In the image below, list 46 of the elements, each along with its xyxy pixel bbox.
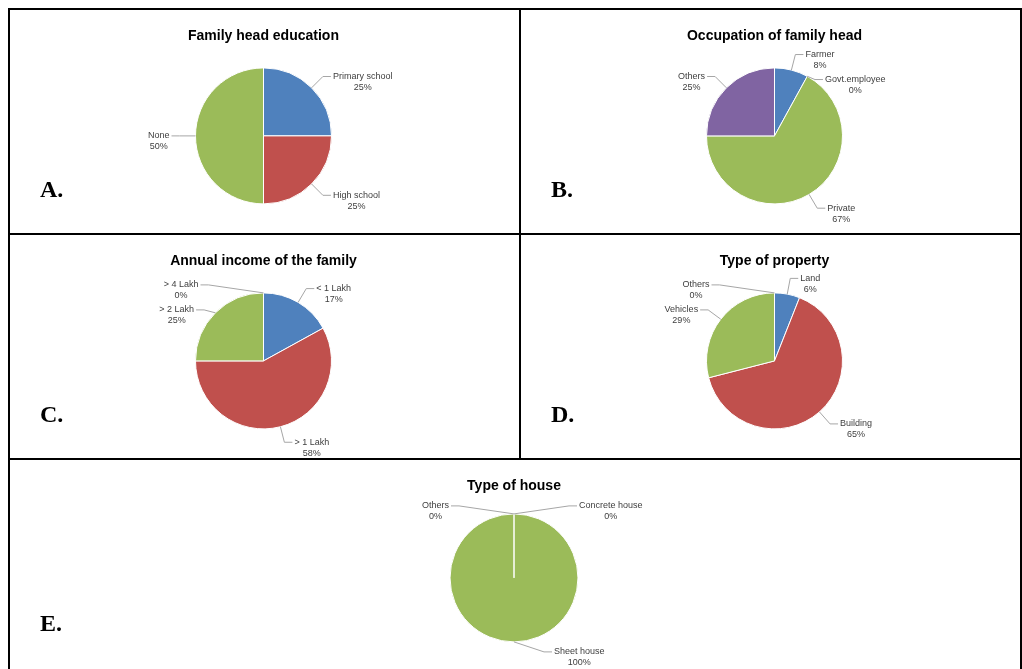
data-label: 50% (149, 141, 168, 152)
text: 0% (848, 85, 862, 96)
slice-label: Land (800, 272, 821, 283)
slice-label: > 1 Lakh (294, 436, 330, 447)
data-label: 25% (167, 315, 186, 326)
text: A. (40, 176, 64, 203)
slice-label: > 2 Lakh (159, 304, 195, 315)
data-label: 100% (567, 657, 591, 668)
data-label: 29% (672, 315, 691, 326)
slice-label: High school (332, 189, 380, 200)
category-label: Concrete house (579, 500, 643, 511)
text: 0% (604, 511, 618, 522)
chart-title: Type of house (467, 477, 562, 494)
data-label: 17% (324, 294, 343, 305)
category-label: Others (421, 500, 450, 511)
data-label: 65% (847, 429, 866, 440)
data-label: 58% (302, 447, 321, 458)
slice-label: Vehicles (664, 304, 699, 315)
text: C. (40, 401, 64, 428)
chart-title: Annual income of the family (170, 252, 358, 269)
data-label: 25% (682, 81, 701, 92)
slice-label: Others (678, 70, 706, 81)
chart-title: Occupation of family head (686, 27, 863, 44)
text: 0% (689, 290, 703, 301)
text: 0% (428, 511, 442, 522)
category-label: Govt.employee (824, 74, 886, 85)
chart-title: Type of property (719, 252, 830, 269)
text: B. (551, 176, 574, 203)
data-label: 6% (803, 283, 817, 294)
data-label: 25% (353, 81, 372, 92)
slice-label: None (147, 130, 170, 141)
slice-label: Private (827, 202, 856, 213)
slice-label: Farmer (805, 49, 835, 60)
data-label: 67% (832, 213, 851, 224)
slice-label: < 1 Lakh (316, 283, 352, 294)
slice-label: Building (840, 418, 873, 429)
category-label: > 4 Lakh (163, 279, 199, 290)
slice-label: Sheet house (554, 646, 605, 657)
category-label: Others (682, 279, 710, 290)
data-label: 25% (347, 200, 366, 211)
slice-label: Primary school (332, 70, 393, 81)
chart-title: Family head education (188, 27, 339, 44)
data-label: 8% (813, 60, 827, 71)
text: 0% (174, 290, 188, 301)
text: D. (551, 401, 575, 428)
text: E. (40, 610, 63, 637)
